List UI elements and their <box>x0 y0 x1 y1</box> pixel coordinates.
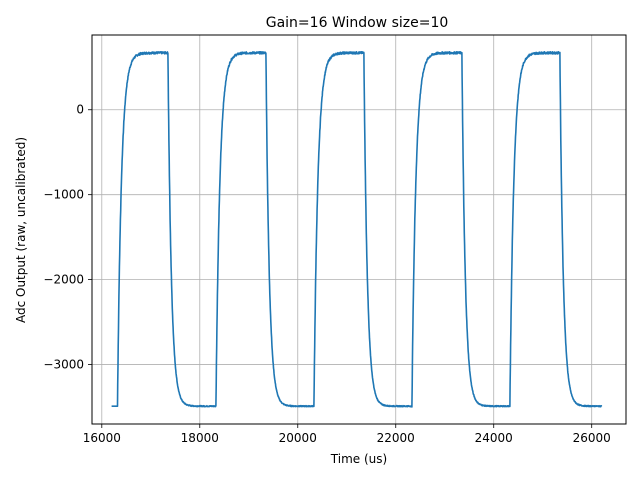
plot-frame <box>91 34 627 425</box>
y-axis-label: Adc Output (raw, uncalibrated) <box>14 137 28 323</box>
x-tick-label: 16000 <box>83 431 121 445</box>
grid-lines <box>92 35 626 424</box>
x-tick-label: 26000 <box>573 431 611 445</box>
x-tick-label: 22000 <box>377 431 415 445</box>
y-tick-label: −1000 <box>43 188 84 202</box>
y-tick-label: 0 <box>76 103 84 117</box>
x-axis-label: Time (us) <box>330 452 387 466</box>
chart-title: Gain=16 Window size=10 <box>266 15 449 31</box>
x-tick-label: 24000 <box>475 431 513 445</box>
y-tick-label: −2000 <box>43 273 84 287</box>
y-tick-label: −3000 <box>43 358 84 372</box>
x-ticks: 16000 18000 20000 22000 24000 26000 <box>83 424 611 445</box>
x-tick-label: 18000 <box>181 431 219 445</box>
x-tick-label: 20000 <box>279 431 317 445</box>
series-layer <box>111 51 603 408</box>
y-ticks: 0 −1000 −2000 −3000 <box>43 103 92 372</box>
series-line <box>111 51 603 408</box>
